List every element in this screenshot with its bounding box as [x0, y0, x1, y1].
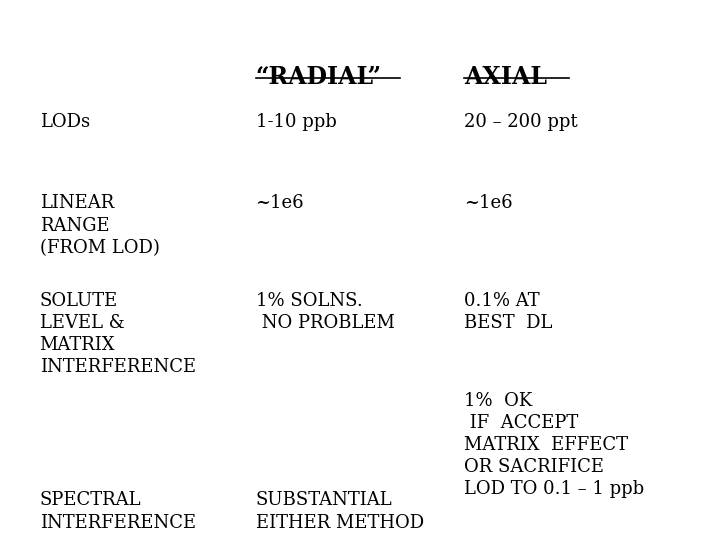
Text: LINEAR
RANGE
(FROM LOD): LINEAR RANGE (FROM LOD): [40, 194, 159, 257]
Text: 1%  OK
 IF  ACCEPT
MATRIX  EFFECT
OR SACRIFICE
LOD TO 0.1 – 1 ppb: 1% OK IF ACCEPT MATRIX EFFECT OR SACRIFI…: [464, 392, 644, 498]
Text: AXIAL: AXIAL: [464, 65, 547, 89]
Text: 20 – 200 ppt: 20 – 200 ppt: [464, 113, 578, 131]
Text: ~1e6: ~1e6: [256, 194, 305, 212]
Text: 1-10 ppb: 1-10 ppb: [256, 113, 336, 131]
Text: 1% SOLNS.
 NO PROBLEM: 1% SOLNS. NO PROBLEM: [256, 292, 395, 332]
Text: LODs: LODs: [40, 113, 90, 131]
Text: 0.1% AT
BEST  DL: 0.1% AT BEST DL: [464, 292, 553, 332]
Text: SOLUTE
LEVEL &
MATRIX
INTERFERENCE: SOLUTE LEVEL & MATRIX INTERFERENCE: [40, 292, 196, 376]
Text: SPECTRAL
INTERFERENCE: SPECTRAL INTERFERENCE: [40, 491, 196, 531]
Text: SUBSTANTIAL
EITHER METHOD: SUBSTANTIAL EITHER METHOD: [256, 491, 424, 531]
Text: ~1e6: ~1e6: [464, 194, 513, 212]
Text: “RADIAL”: “RADIAL”: [256, 65, 382, 89]
